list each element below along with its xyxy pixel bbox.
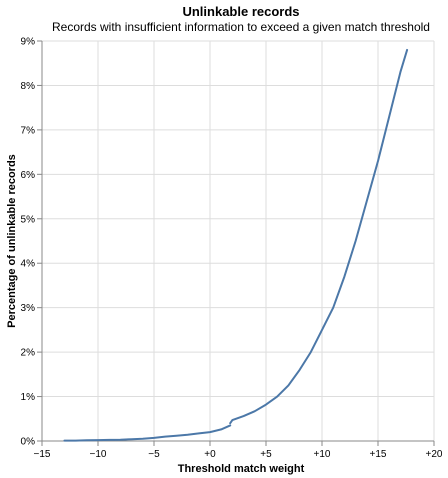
y-tick-label-0: 0%: [21, 437, 36, 448]
x-tick-label-5: +10: [314, 449, 331, 460]
axes: −15 −10 −5 +0 +5 +10 +15 +20 0% 1% 2% 3% 4% 5% 6% 7% 8% 9…: [21, 37, 443, 461]
y-tick-label-9: 9%: [21, 37, 36, 48]
x-tick-label-2: −5: [148, 449, 160, 460]
y-tick-label-6: 6%: [21, 170, 36, 181]
y-tick-label-5: 5%: [21, 214, 36, 225]
x-tick-label-7: +20: [426, 449, 443, 460]
y-tick-label-7: 7%: [21, 125, 36, 136]
y-tick-label-2: 2%: [21, 348, 36, 359]
x-tick-label-6: +15: [370, 449, 387, 460]
x-tick-label-3: +0: [204, 449, 216, 460]
chart-title: Unlinkable records: [182, 4, 299, 19]
chart-subtitle: Records with insufficient information to…: [52, 20, 430, 34]
x-tick-label-4: +5: [260, 449, 272, 460]
x-tick-label-1: −10: [90, 449, 107, 460]
series-line-segment-0: [63, 424, 232, 442]
y-tick-label-4: 4%: [21, 259, 36, 270]
series-line-segment-1: [229, 48, 409, 425]
x-tick-label-0: −15: [34, 449, 51, 460]
series: [63, 48, 409, 442]
grid: [41, 40, 435, 442]
x-axis-title: Threshold match weight: [178, 463, 305, 475]
y-tick-label-3: 3%: [21, 303, 36, 314]
y-tick-label-8: 8%: [21, 81, 36, 92]
y-axis-title: Percentage of unlinkable records: [6, 154, 18, 328]
y-tick-label-1: 1%: [21, 392, 36, 403]
